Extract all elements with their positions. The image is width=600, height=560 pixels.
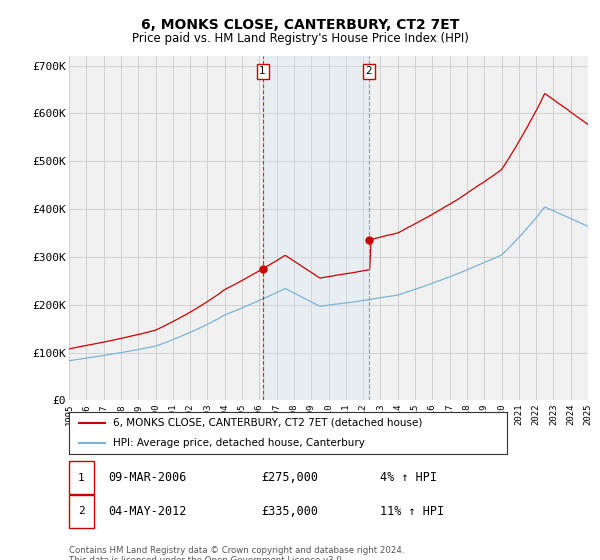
FancyBboxPatch shape bbox=[69, 495, 94, 528]
Text: 04-MAY-2012: 04-MAY-2012 bbox=[108, 505, 187, 518]
Text: 1: 1 bbox=[259, 67, 266, 77]
Text: 09-MAR-2006: 09-MAR-2006 bbox=[108, 471, 187, 484]
Bar bbox=[263, 56, 369, 400]
Text: 2: 2 bbox=[78, 506, 85, 516]
Text: £335,000: £335,000 bbox=[261, 505, 318, 518]
Text: 4% ↑ HPI: 4% ↑ HPI bbox=[380, 471, 437, 484]
Text: 1: 1 bbox=[78, 473, 85, 483]
Text: £275,000: £275,000 bbox=[261, 471, 318, 484]
Text: Price paid vs. HM Land Registry's House Price Index (HPI): Price paid vs. HM Land Registry's House … bbox=[131, 31, 469, 45]
Text: Contains HM Land Registry data © Crown copyright and database right 2024.
This d: Contains HM Land Registry data © Crown c… bbox=[69, 546, 404, 560]
Text: 11% ↑ HPI: 11% ↑ HPI bbox=[380, 505, 445, 518]
Text: HPI: Average price, detached house, Canterbury: HPI: Average price, detached house, Cant… bbox=[113, 438, 365, 447]
Text: 6, MONKS CLOSE, CANTERBURY, CT2 7ET (detached house): 6, MONKS CLOSE, CANTERBURY, CT2 7ET (det… bbox=[113, 418, 422, 427]
FancyBboxPatch shape bbox=[69, 461, 94, 494]
Text: 2: 2 bbox=[365, 67, 372, 77]
Text: 6, MONKS CLOSE, CANTERBURY, CT2 7ET: 6, MONKS CLOSE, CANTERBURY, CT2 7ET bbox=[141, 18, 459, 32]
